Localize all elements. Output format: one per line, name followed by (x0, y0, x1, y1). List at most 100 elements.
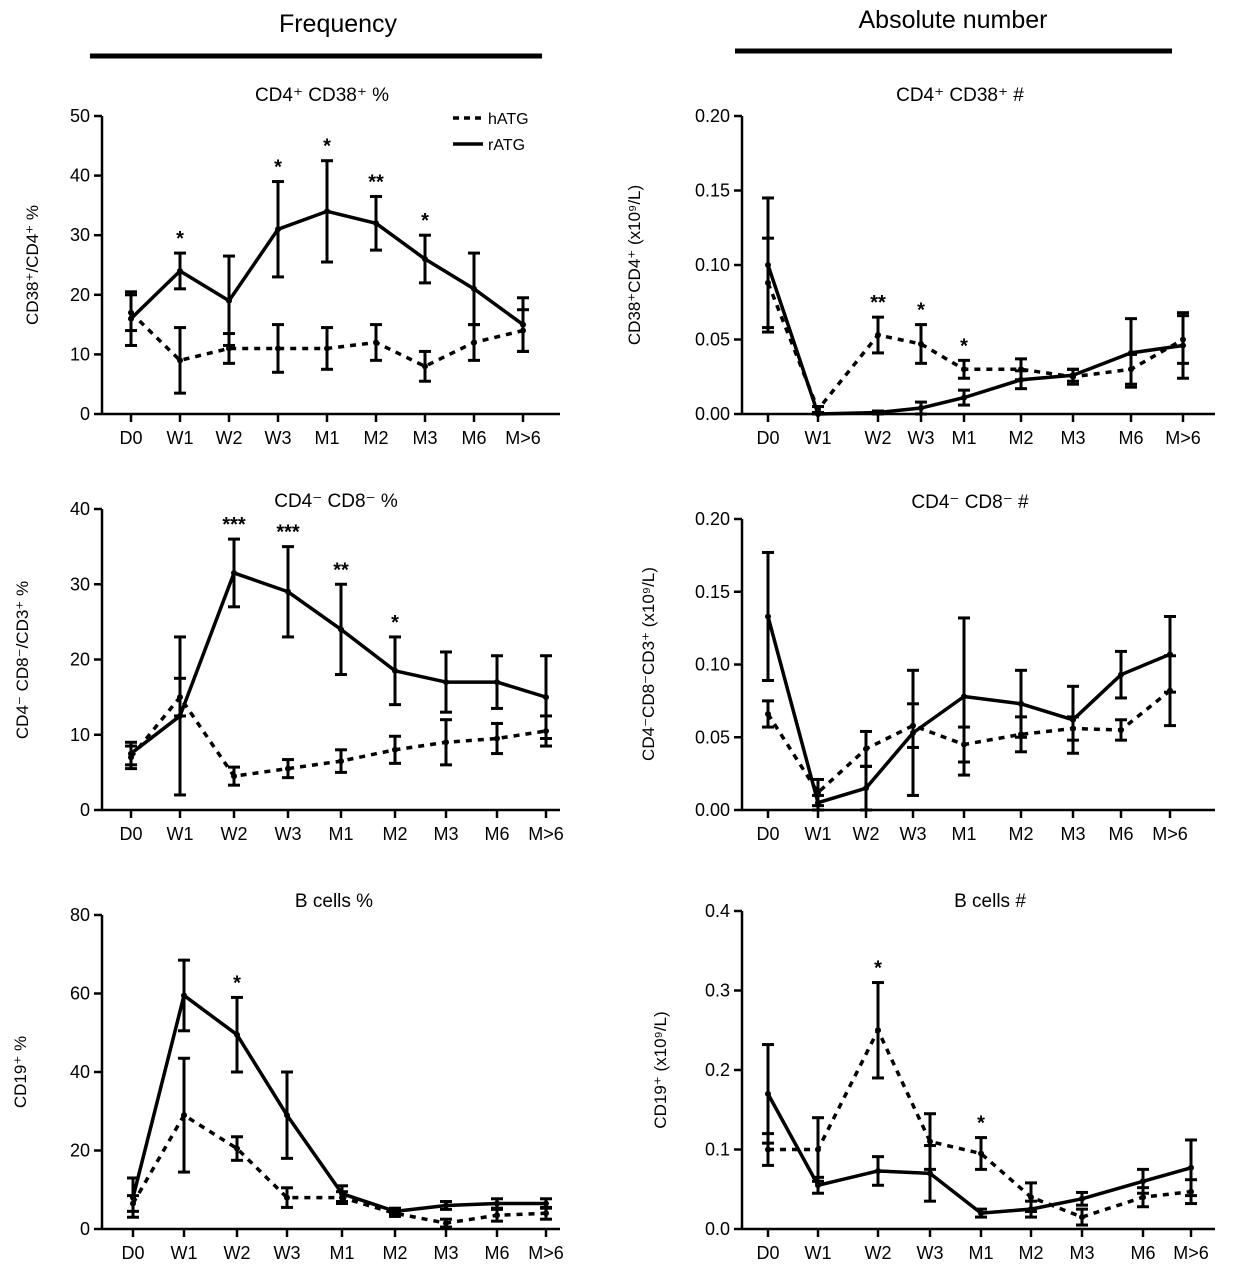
data-point-hatg (494, 735, 500, 742)
x-tick-label: W1 (171, 1243, 198, 1263)
y-tick-label: 0.20 (695, 509, 730, 529)
data-point-ratg (392, 1208, 398, 1215)
panel-cd4-cd38-absolute: CD4⁺ CD38⁺ # CD38⁺CD4⁺ (x10⁹/L) 0.00 0.05 0.… (625, 85, 1215, 448)
data-point-ratg (815, 411, 821, 417)
x-tick-label: M1 (314, 428, 339, 448)
x-tick-label: M6 (484, 824, 509, 844)
data-point-ratg (1028, 1206, 1034, 1213)
data-point-ratg (765, 1090, 771, 1097)
x-tick-label: M3 (412, 428, 437, 448)
data-point-ratg (181, 992, 187, 999)
data-point-hatg (543, 1210, 549, 1217)
significance-marker: * (917, 300, 925, 322)
y-tick-label: 0.00 (695, 800, 730, 820)
data-point-ratg (471, 285, 477, 292)
y-axis-label: CD38⁺CD4⁺ (x10⁹/L) (625, 185, 644, 345)
data-point-ratg (373, 220, 379, 227)
y-tick-label: 0.4 (705, 901, 730, 921)
data-point-hatg (765, 710, 771, 717)
x-tick-label: M>6 (528, 824, 564, 844)
x-tick-label: D0 (119, 824, 142, 844)
y-tick-label: 0.0 (705, 1219, 730, 1239)
data-point-ratg (1079, 1195, 1085, 1202)
data-point-hatg (815, 1146, 821, 1153)
x-tick-label: M2 (382, 1243, 407, 1263)
data-point-ratg (443, 679, 449, 686)
y-axis-label: CD4⁻CD8⁻CD3⁺ (x10⁹/L) (639, 567, 658, 761)
panel-cd4-cd8-absolute: CD4⁻ CD8⁻ # CD4⁻CD8⁻CD3⁺ (x10⁹/L) 0.00 0.05… (639, 492, 1215, 844)
data-point-ratg (1128, 349, 1134, 356)
data-point-hatg (234, 1145, 240, 1152)
significance-marker: ** (870, 292, 886, 314)
data-point-ratg (875, 1167, 881, 1174)
x-tick-label: D0 (756, 824, 779, 844)
y-tick-label: 0 (80, 1219, 90, 1239)
y-tick-label: 50 (70, 106, 90, 126)
panel-cd4-cd38-frequency: CD4⁺ CD38⁺ % CD38⁺/CD4⁺ % 0 10 20 30 40 50 D0 W1 W… (23, 85, 560, 448)
y-tick-label: 0.15 (695, 181, 730, 201)
y-tick-label: 10 (70, 725, 90, 745)
data-point-ratg (918, 405, 924, 412)
x-tick-label: D0 (756, 428, 779, 448)
data-point-ratg (1018, 376, 1024, 383)
y-tick-label: 10 (70, 344, 90, 364)
x-tick-label: W1 (805, 824, 832, 844)
significance-marker: * (176, 228, 184, 250)
data-point-hatg (1118, 726, 1124, 733)
data-point-hatg (177, 357, 183, 364)
data-point-ratg (978, 1210, 984, 1217)
x-tick-label: W2 (224, 1243, 251, 1263)
data-point-hatg (324, 345, 330, 352)
y-tick-label: 0.10 (695, 255, 730, 275)
x-tick-label: M1 (968, 1243, 993, 1263)
significance-marker: *** (276, 522, 300, 544)
y-tick-label: 30 (70, 574, 90, 594)
data-point-ratg (338, 626, 344, 633)
data-point-ratg (875, 409, 881, 416)
data-point-ratg (128, 750, 134, 757)
y-tick-label: 0.3 (705, 981, 730, 1001)
data-point-ratg (177, 712, 183, 719)
data-point-hatg (392, 746, 398, 753)
data-point-ratg (863, 785, 869, 792)
x-tick-label: W3 (265, 428, 292, 448)
data-point-ratg (1140, 1178, 1146, 1185)
data-point-ratg (1070, 372, 1076, 379)
significance-marker: ** (368, 171, 384, 193)
data-point-hatg (471, 339, 477, 346)
data-point-hatg (927, 1138, 933, 1145)
series-line-hatg (766, 282, 1184, 412)
significance-marker: *** (222, 514, 246, 536)
data-point-ratg (128, 315, 134, 322)
legend: hATG rATG (453, 111, 529, 154)
x-tick-label: M1 (329, 1243, 354, 1263)
x-tick-label: W3 (900, 824, 927, 844)
data-point-hatg (1079, 1214, 1085, 1221)
data-point-hatg (373, 339, 379, 346)
data-point-ratg (815, 1182, 821, 1189)
y-tick-label: 0.10 (695, 655, 730, 675)
panel-title: B cells % (295, 891, 373, 912)
y-tick-label: 0.20 (695, 106, 730, 126)
x-tick-label: M>6 (1165, 428, 1201, 448)
x-tick-label: M3 (1069, 1243, 1094, 1263)
data-point-hatg (181, 1112, 187, 1119)
data-point-hatg (961, 366, 967, 373)
legend-hatg-label: hATG (488, 111, 529, 128)
x-tick-label: M6 (1118, 428, 1143, 448)
x-tick-label: M2 (382, 824, 407, 844)
y-axis-label: CD19⁺ % (11, 1036, 30, 1108)
y-tick-label: 0.00 (695, 404, 730, 424)
data-point-ratg (177, 267, 183, 274)
series-line-ratg (131, 993, 546, 1214)
data-point-ratg (234, 1031, 240, 1038)
significance-marker: * (960, 335, 968, 357)
y-tick-label: 20 (70, 650, 90, 670)
x-tick-label: M1 (951, 824, 976, 844)
data-point-ratg (226, 297, 232, 304)
data-point-hatg (875, 1027, 881, 1034)
data-point-ratg (494, 1200, 500, 1207)
x-tick-label: W3 (908, 428, 935, 448)
y-tick-label: 0.2 (705, 1060, 730, 1080)
x-tick-label: W3 (917, 1243, 944, 1263)
